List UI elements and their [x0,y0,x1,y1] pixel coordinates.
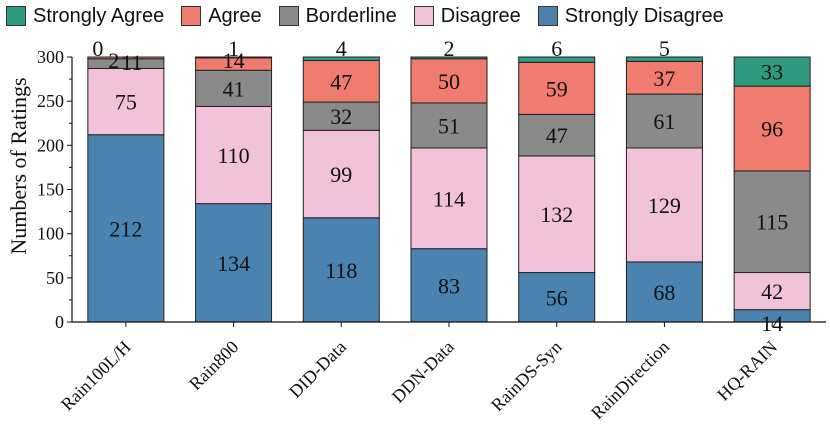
bar-segment [625,60,703,95]
bar-segment [410,56,488,60]
x-tick-label: RainDirection [587,337,673,423]
data-label: 75 [115,90,137,115]
bar-segment [518,113,596,157]
data-label: 51 [438,113,460,138]
legend-label: Borderline [305,4,397,27]
legend-label: Strongly Disagree [564,4,724,27]
data-label: 11 [121,50,142,75]
bar-segment [195,69,273,107]
plot-area: 2127511201341104114111899324748311451502… [37,36,826,423]
legend-item-strongly-agree: Strongly Agree [6,5,164,28]
data-label: 212 [109,216,142,241]
bar-segment [195,105,273,205]
data-label: 32 [330,104,352,129]
bar-segment [302,129,380,219]
x-tick-label: Rain800 [185,337,242,394]
y-tick-label: 50 [46,268,64,288]
bar-segment [195,56,273,59]
bar-segment [733,56,811,87]
bar-segment [87,134,165,323]
legend-label: Agree [208,4,262,27]
bar-segment [410,102,488,149]
bar-segment [518,56,596,63]
bar-segment [87,56,165,60]
x-tick-label: HQ-RAIN [713,337,781,405]
bar-segment [87,67,165,136]
bar-segment [302,56,380,62]
bar-segment [625,147,703,263]
legend-label: Disagree [440,4,521,27]
bar-segment [733,170,811,274]
x-tick-label: Rain100L/H [57,337,135,415]
data-label: 5 [659,36,670,61]
y-axis-label: Numbers of Ratings [6,77,31,254]
y-tick-label: 300 [37,47,64,67]
data-label: 99 [330,162,352,187]
data-label: 96 [761,117,783,142]
data-label: 37 [653,66,675,91]
legend-item-borderline: Borderline [278,4,397,28]
data-label: 6 [551,36,562,61]
data-label: 129 [648,193,681,218]
data-label: 115 [756,210,788,235]
data-label: 83 [438,273,460,298]
data-label: 68 [653,280,675,305]
bar-segment [625,261,703,323]
data-label: 33 [761,60,783,85]
y-tick-label: 0 [55,312,64,332]
legend-label: Strongly Agree [33,4,165,27]
bar-segment [195,203,273,323]
bar-segment [302,60,380,103]
x-tick-label: DID-Data [285,337,350,402]
x-tick-label: RainDS-Syn [487,337,565,415]
data-label: 0 [92,36,103,61]
y-tick-label: 150 [37,180,64,200]
data-label: 47 [546,123,568,148]
data-label: 2 [444,36,455,61]
bar-segment [733,85,811,172]
bar-segment [518,61,596,115]
data-label: 1 [228,36,239,61]
data-label: 4 [336,36,347,61]
legend-item-disagree: Disagree [413,4,521,28]
data-label: 56 [546,285,568,310]
data-label: 2 [108,48,119,73]
data-label: 132 [540,202,573,227]
data-label: 14 [223,48,245,73]
data-label: 47 [330,69,352,94]
legend-item-agree: Agree [181,4,262,28]
bar-segment [625,56,703,62]
data-label: 134 [217,251,250,276]
legend-swatch [6,6,26,26]
legend-swatch [537,6,558,26]
data-label: 50 [438,69,460,94]
y-tick-label: 100 [37,224,64,244]
legend-swatch [413,6,434,26]
bar-segment [410,147,488,250]
legend-item-strongly-disagree: Strongly Disagree [537,4,724,28]
data-label: 42 [761,279,783,304]
bar-segment [410,248,488,323]
bar-segment [302,101,380,131]
data-label: 41 [223,76,245,101]
data-label: 114 [433,186,465,211]
bar-segment [302,217,380,323]
bar-segment [733,272,811,311]
legend-swatch [278,6,299,26]
chart-legend: Strongly Agree Agree Borderline Disagree Str… [6,2,741,30]
y-tick-label: 250 [37,91,64,111]
legend-swatch [181,6,202,26]
x-tick-label: DDN-Data [388,337,458,407]
y-tick-label: 200 [37,135,64,155]
data-label: 118 [325,258,357,283]
data-label: 61 [653,109,675,134]
data-label: 110 [217,143,249,168]
bar-segment [518,155,596,274]
data-label: 59 [546,76,568,101]
